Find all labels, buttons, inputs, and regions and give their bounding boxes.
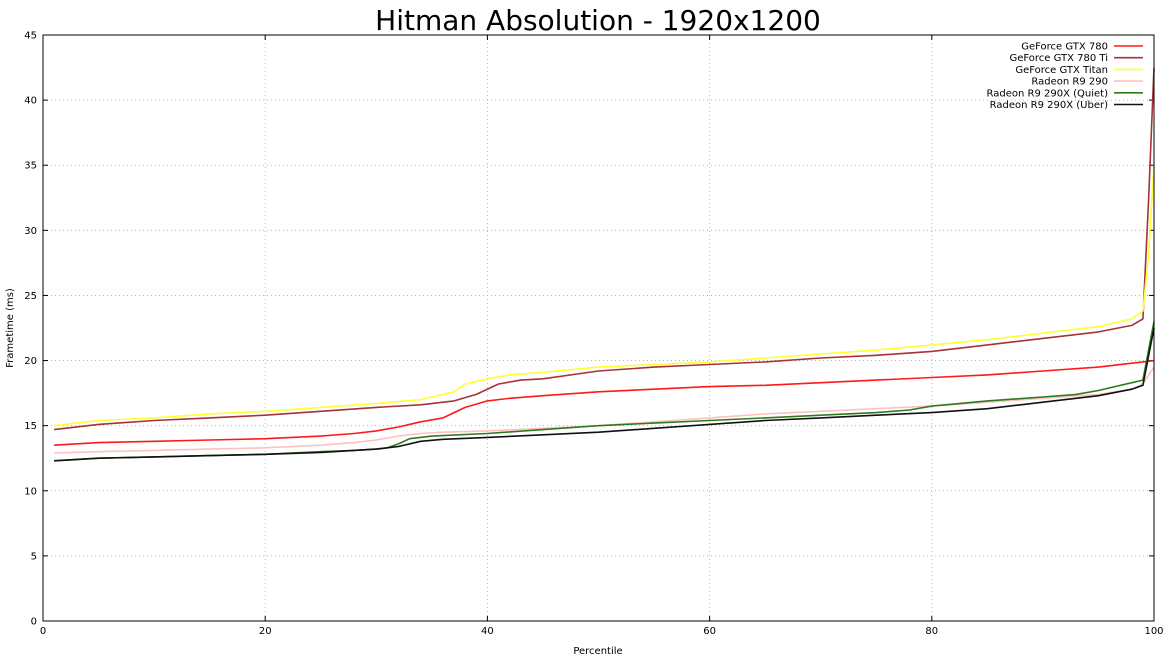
series-line-6 bbox=[54, 327, 1155, 462]
legend-label: GeForce GTX 780 Ti bbox=[1009, 53, 1108, 64]
legend-label: Radeon R9 290 bbox=[1031, 77, 1108, 88]
series-group bbox=[54, 67, 1155, 462]
series-line-2 bbox=[54, 67, 1155, 431]
legend-label: GeForce GTX 780 bbox=[1021, 42, 1108, 53]
y-tick-label: 40 bbox=[24, 96, 37, 107]
y-axis-label: Frametime (ms) bbox=[5, 288, 16, 368]
legend-label: GeForce GTX Titan bbox=[1015, 65, 1108, 76]
y-tick-label: 10 bbox=[24, 486, 37, 497]
y-tick-label: 20 bbox=[24, 356, 37, 367]
legend-label: Radeon R9 290X (Quiet) bbox=[987, 88, 1109, 99]
y-tick-label: 5 bbox=[31, 551, 37, 562]
x-axis-label: Percentile bbox=[573, 646, 622, 657]
legend-label: Radeon R9 290X (Uber) bbox=[990, 100, 1108, 111]
y-tick-label: 30 bbox=[24, 226, 37, 237]
x-tick-label: 80 bbox=[925, 626, 938, 637]
plot-frame bbox=[42, 34, 1155, 622]
chart-title: Hitman Absolution - 1920x1200 bbox=[375, 4, 821, 37]
y-tick-label: 15 bbox=[24, 421, 37, 432]
y-tick-label: 25 bbox=[24, 291, 37, 302]
x-tick-label: 100 bbox=[1144, 626, 1163, 637]
series-line-1 bbox=[54, 359, 1155, 446]
y-tick-label: 35 bbox=[24, 161, 37, 172]
series-line-3 bbox=[54, 165, 1155, 427]
grid bbox=[42, 34, 1155, 622]
x-tick-label: 60 bbox=[703, 626, 716, 637]
tick-labels: 0 5 10 15 20 25 30 35 40 45 0 20 40 60 80 100 bbox=[24, 31, 1163, 638]
y-tick-label: 45 bbox=[24, 31, 37, 42]
x-tick-label: 20 bbox=[259, 626, 272, 637]
y-tick-label: 0 bbox=[31, 617, 37, 628]
x-tick-label: 40 bbox=[481, 626, 494, 637]
x-tick-label: 0 bbox=[40, 626, 46, 637]
